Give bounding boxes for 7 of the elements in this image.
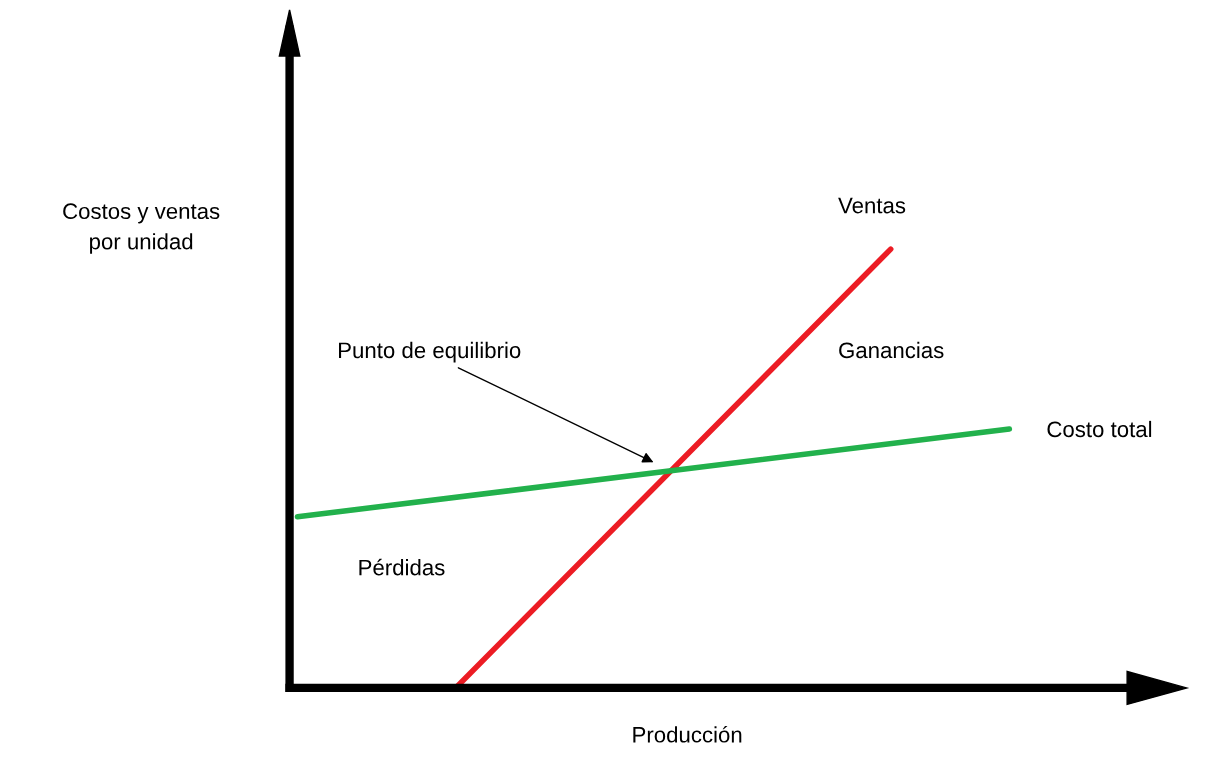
x-axis-title: Producción	[633, 726, 742, 743]
annotation: Pérdidas	[359, 558, 445, 576]
series-label: Ventas	[838, 197, 906, 214]
annotation: Punto de equilibrio	[339, 341, 521, 363]
series-label: Costo total	[1047, 420, 1152, 438]
y-axis-title: Costos y ventas por unidad	[63, 203, 220, 254]
annotation: Ganancias	[839, 341, 944, 359]
